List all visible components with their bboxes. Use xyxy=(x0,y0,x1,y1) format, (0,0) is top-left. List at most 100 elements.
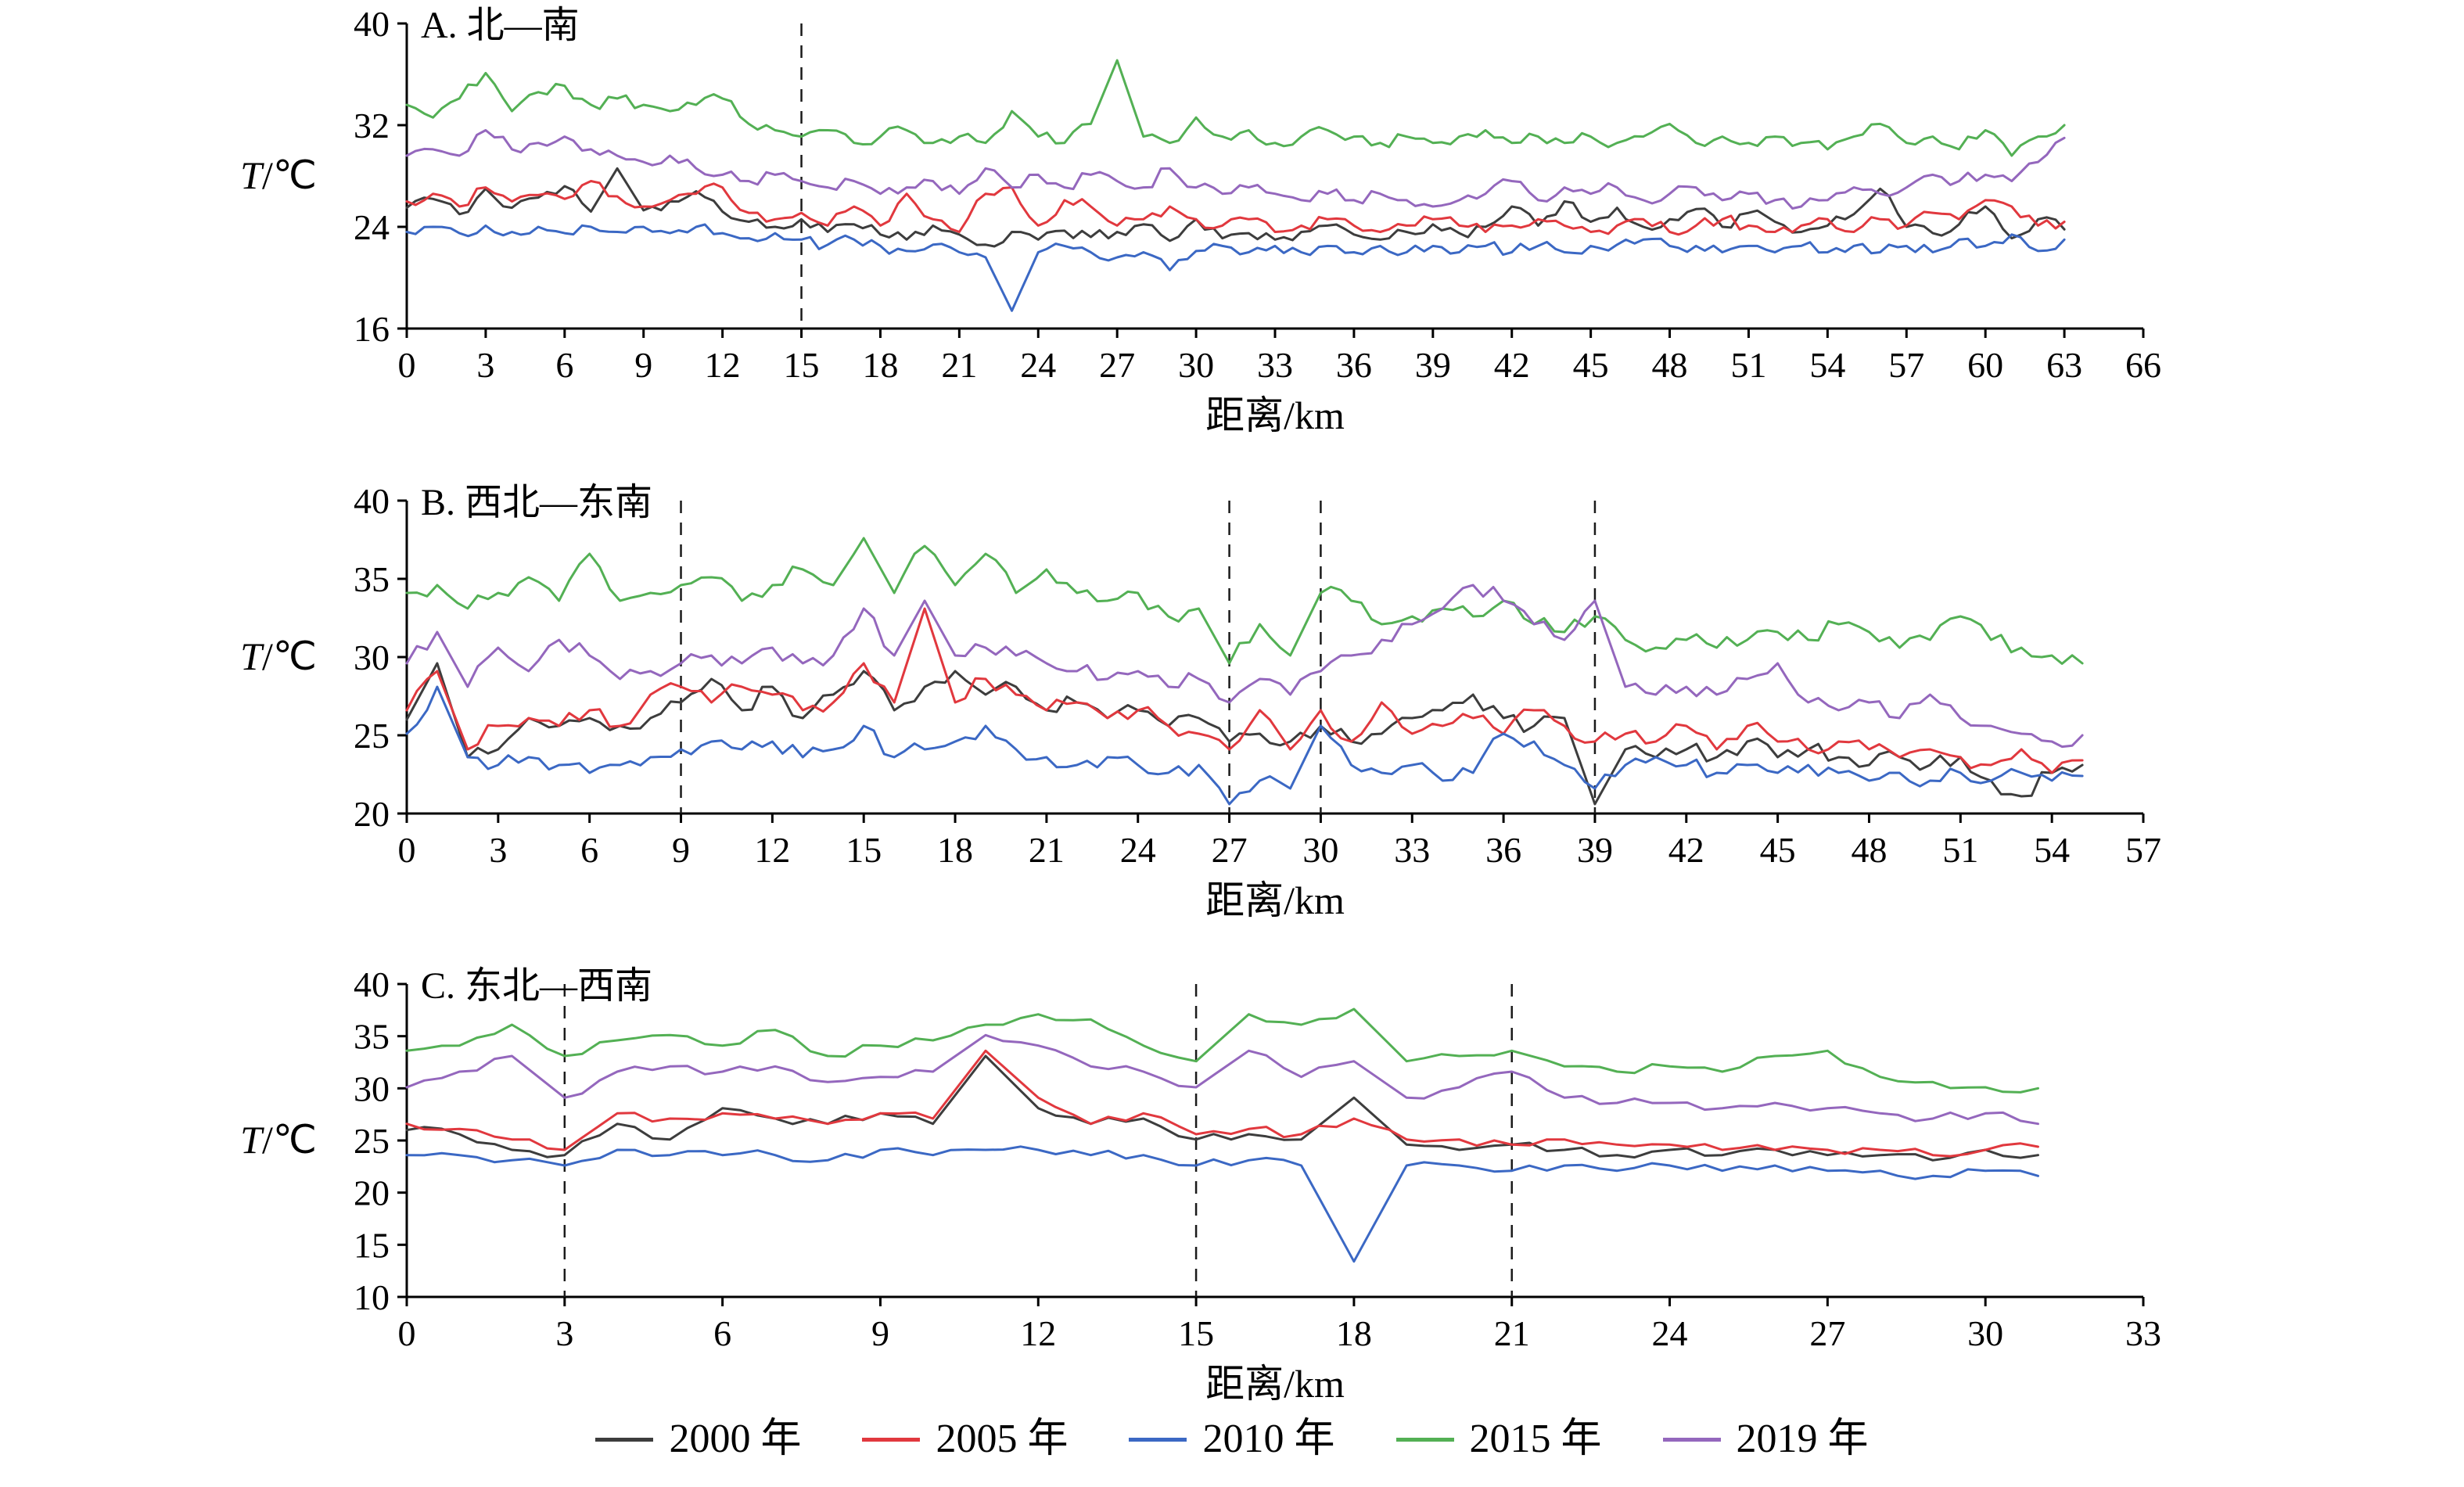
chart-A-series-2019年 xyxy=(405,129,2066,210)
x-tick-label: 36 xyxy=(1485,830,1521,870)
legend-item-2000年: 2000 年 xyxy=(595,1419,801,1460)
legend-line-swatch xyxy=(595,1437,654,1442)
x-tick-label: 42 xyxy=(1494,345,1530,385)
legend-item-2015年: 2015 年 xyxy=(1395,1417,1602,1461)
x-tick-label: 9 xyxy=(871,1313,889,1353)
chart-B-xlabel: 距离/km xyxy=(1205,878,1345,922)
x-tick-label: 24 xyxy=(1020,345,1056,385)
y-tick-label: 24 xyxy=(354,207,390,247)
y-tick-label: 20 xyxy=(354,794,390,834)
x-tick-label: 12 xyxy=(705,345,741,385)
y-tick-label: 35 xyxy=(354,559,390,599)
chart-C-series-2019年 xyxy=(405,1033,2039,1126)
chart-A-title: A. 北—南 xyxy=(421,5,580,46)
chart-C-ylabel: T/℃ xyxy=(240,1118,317,1162)
x-tick-label: 39 xyxy=(1577,830,1613,870)
chart-C-series-2015年 xyxy=(405,1007,2039,1094)
x-tick-label: 15 xyxy=(784,345,820,385)
x-tick-label: 3 xyxy=(476,345,494,385)
x-tick-label: 45 xyxy=(1573,345,1609,385)
x-tick-label: 21 xyxy=(1029,830,1065,870)
x-tick-label: 36 xyxy=(1336,345,1372,385)
chart-C-series-2000年 xyxy=(405,1054,2039,1162)
x-tick-label: 30 xyxy=(1302,830,1338,870)
y-tick-label: 32 xyxy=(354,106,390,145)
x-tick-label: 9 xyxy=(634,345,652,385)
chart-A-xlabel: 距离/km xyxy=(1205,393,1345,437)
legend: 2000 年 2005 年 2010 年 2015 年 2019 年 xyxy=(0,1404,2464,1474)
chart-C-xlabel: 距离/km xyxy=(1205,1362,1345,1404)
x-tick-label: 9 xyxy=(672,830,690,870)
chart-B-series-2015年 xyxy=(405,537,2084,665)
chart-B-series-2019年 xyxy=(405,584,2084,749)
chart-C: 10 15 20 25 30 35 40 0 3 6 9 12 15 18 21 24 27 30 33 C. 东北—… xyxy=(240,964,2161,1404)
legend-line-swatch xyxy=(1395,1437,1454,1442)
chart-C-title: C. 东北—西南 xyxy=(421,965,652,1007)
x-tick-label: 21 xyxy=(1494,1313,1530,1353)
legend-label: 2000 年 xyxy=(669,1417,802,1461)
legend-line-swatch xyxy=(862,1437,921,1442)
x-tick-label: 12 xyxy=(754,830,790,870)
y-tick-label: 16 xyxy=(354,309,390,349)
x-tick-label: 39 xyxy=(1415,345,1451,385)
x-tick-label: 33 xyxy=(1394,830,1430,870)
x-tick-label: 3 xyxy=(555,1313,573,1353)
x-tick-label: 57 xyxy=(1888,345,1924,385)
x-tick-label: 15 xyxy=(1178,1313,1214,1353)
legend-label: 2010 年 xyxy=(1202,1417,1335,1461)
x-tick-label: 6 xyxy=(580,830,598,870)
x-tick-label: 15 xyxy=(846,830,882,870)
legend-item-2019年: 2019 年 xyxy=(1662,1419,1869,1460)
x-tick-label: 27 xyxy=(1809,1313,1845,1353)
x-tick-label: 51 xyxy=(1730,345,1766,385)
x-tick-label: 63 xyxy=(2046,345,2082,385)
x-tick-label: 66 xyxy=(2125,345,2161,385)
y-tick-label: 30 xyxy=(354,638,390,677)
y-tick-label: 35 xyxy=(354,1017,390,1057)
legend-item-2005年: 2005 年 xyxy=(862,1419,1068,1460)
chart-C-series-2010年 xyxy=(405,1145,2039,1263)
chart-A-series-2000年 xyxy=(405,167,2066,248)
x-tick-label: 18 xyxy=(862,345,898,385)
x-tick-label: 57 xyxy=(2125,830,2161,870)
x-tick-label: 24 xyxy=(1652,1313,1688,1353)
y-tick-label: 40 xyxy=(354,481,390,521)
x-tick-label: 45 xyxy=(1760,830,1796,870)
chart-A-series-2005年 xyxy=(405,180,2066,236)
x-tick-label: 42 xyxy=(1668,830,1704,870)
x-tick-label: 6 xyxy=(713,1313,731,1353)
x-tick-label: 21 xyxy=(941,345,977,385)
legend-label: 2015 年 xyxy=(1469,1417,1602,1461)
x-tick-label: 48 xyxy=(1652,345,1688,385)
y-tick-label: 30 xyxy=(354,1069,390,1108)
x-tick-label: 51 xyxy=(1942,830,1978,870)
x-tick-label: 30 xyxy=(1967,1313,2003,1353)
x-tick-label: 24 xyxy=(1120,830,1156,870)
y-tick-label: 10 xyxy=(354,1277,390,1317)
x-tick-label: 3 xyxy=(489,830,507,870)
chart-B-ylabel: T/℃ xyxy=(240,634,317,678)
x-tick-label: 48 xyxy=(1851,830,1887,870)
legend-label: 2005 年 xyxy=(936,1417,1069,1461)
y-tick-label: 25 xyxy=(354,716,390,756)
y-tick-label: 40 xyxy=(354,964,390,1004)
legend-line-swatch xyxy=(1662,1437,1721,1442)
x-tick-label: 0 xyxy=(398,345,416,385)
chart-B-series-2010年 xyxy=(405,685,2084,806)
chart-C-series-2005年 xyxy=(405,1049,2039,1158)
y-tick-label: 40 xyxy=(354,4,390,44)
x-tick-label: 18 xyxy=(1336,1313,1372,1353)
x-tick-label: 27 xyxy=(1099,345,1135,385)
y-tick-label: 20 xyxy=(354,1173,390,1213)
y-tick-label: 15 xyxy=(354,1225,390,1265)
x-tick-label: 33 xyxy=(2125,1313,2161,1353)
chart-A-series-2010年 xyxy=(405,223,2066,312)
y-tick-label: 25 xyxy=(354,1121,390,1161)
x-tick-label: 27 xyxy=(1212,830,1248,870)
x-tick-label: 33 xyxy=(1257,345,1293,385)
x-tick-label: 54 xyxy=(2034,830,2070,870)
